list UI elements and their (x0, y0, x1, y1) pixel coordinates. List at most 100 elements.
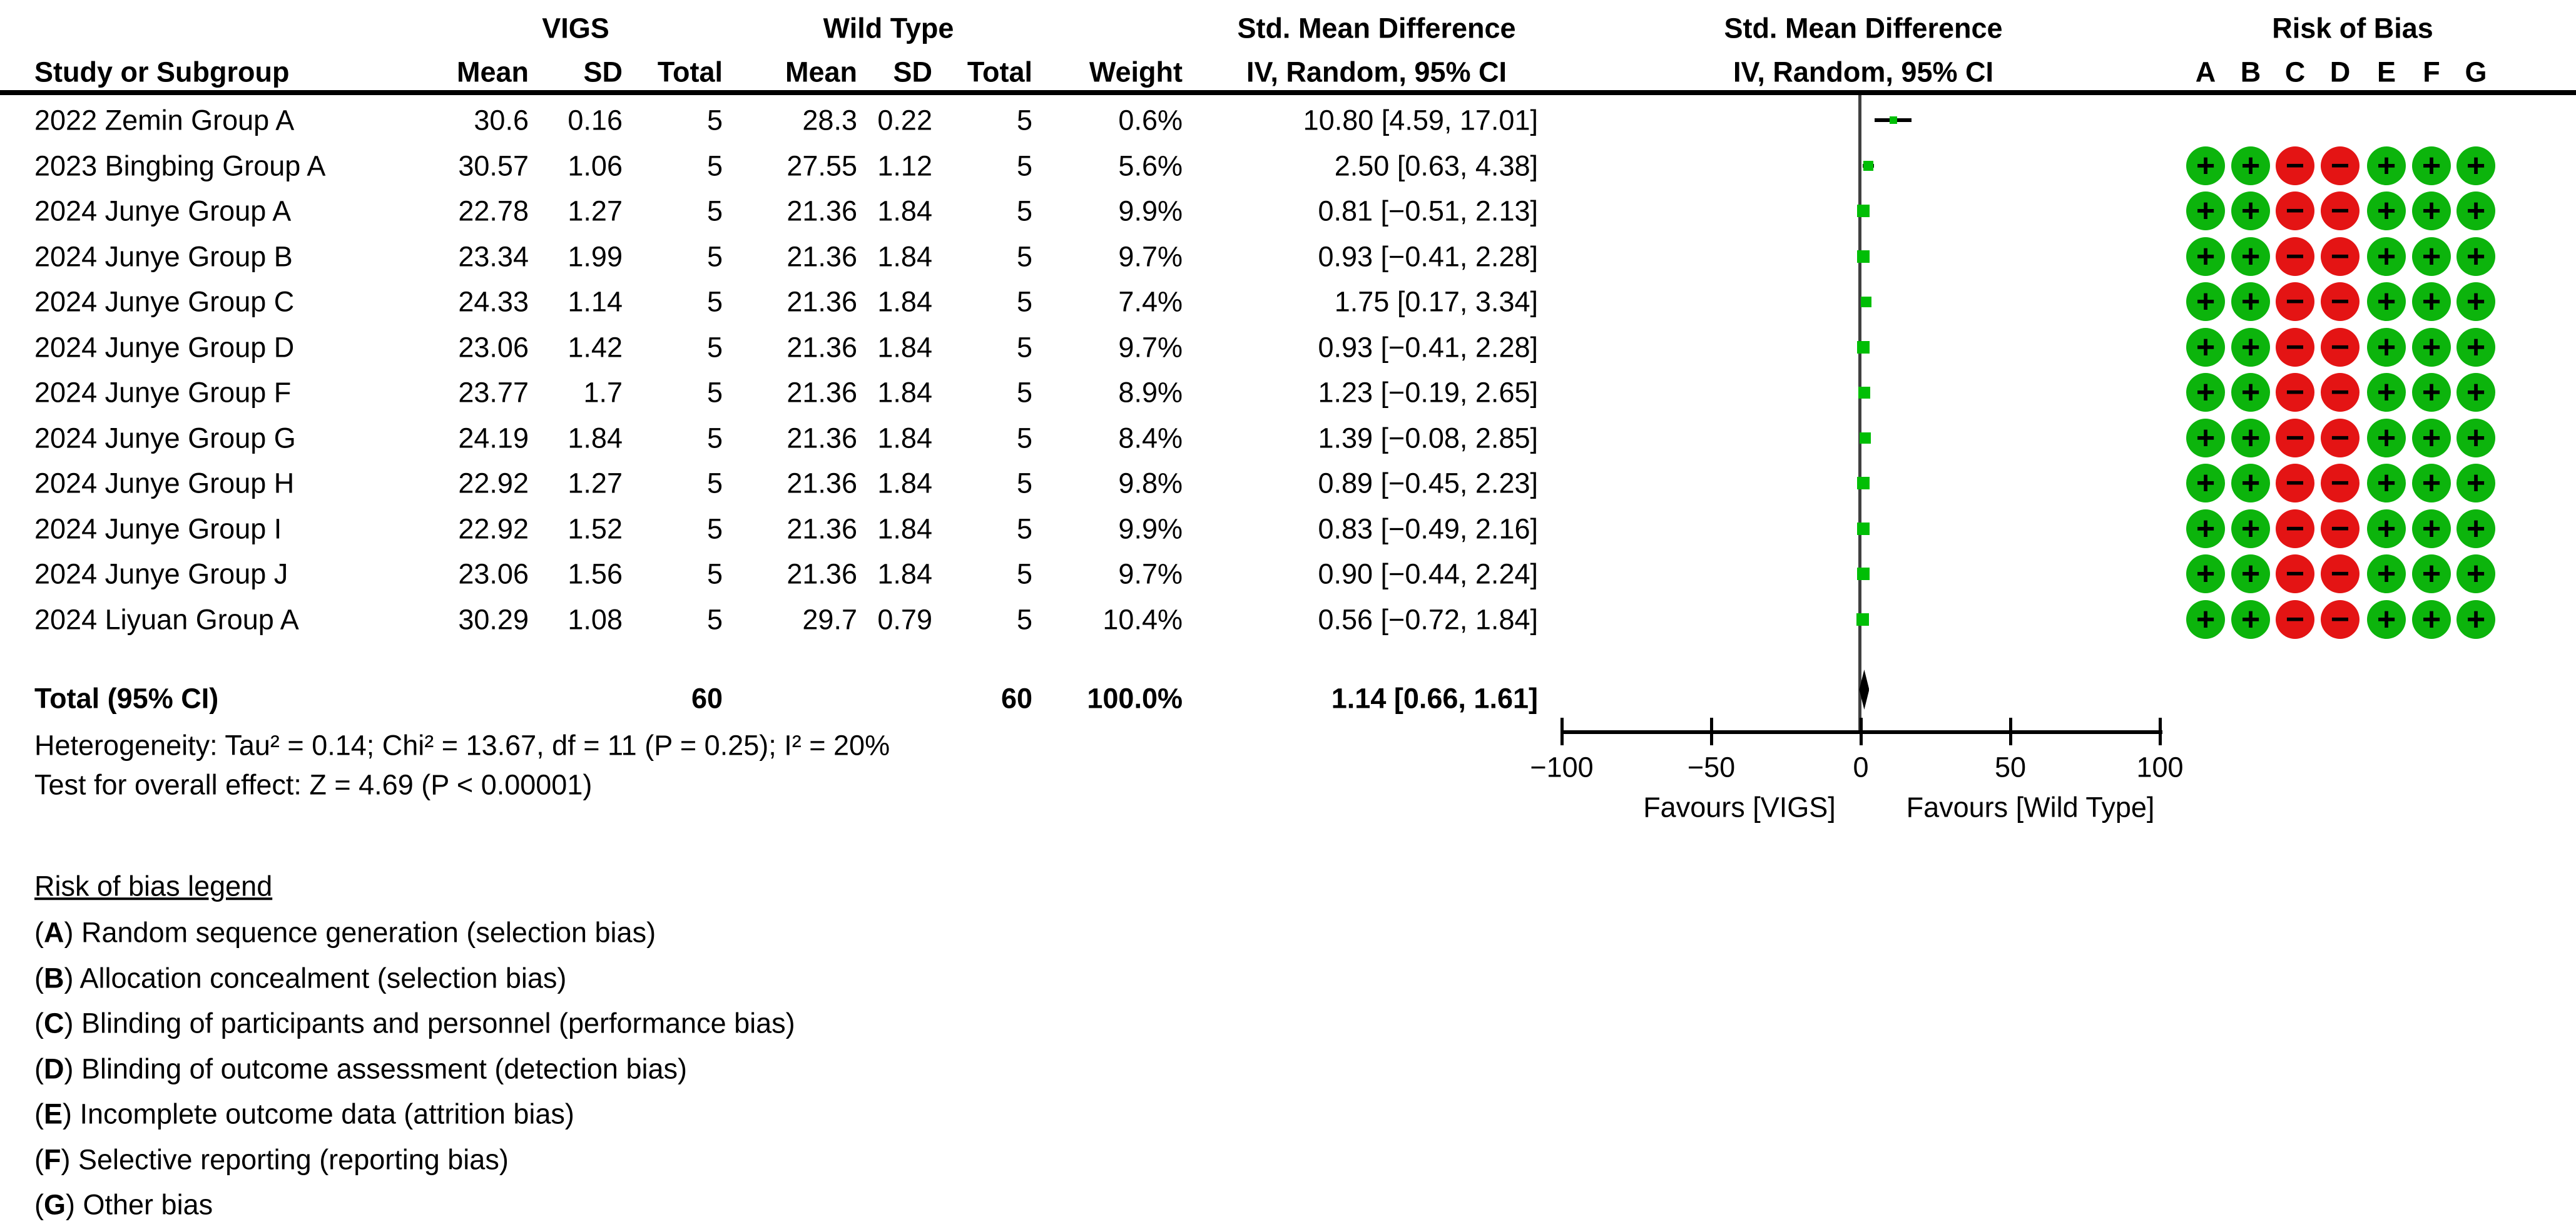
vigs-mean-value: 30.6 (474, 104, 529, 136)
vigs-total-value: 5 (706, 558, 723, 590)
wild-mean-value: 21.36 (787, 195, 857, 227)
rob-dot-low-risk: + (2412, 191, 2451, 230)
rob-letter-c: C (2284, 56, 2306, 88)
wild-total-value: 5 (1016, 512, 1032, 544)
vigs-mean-value: 24.19 (458, 421, 529, 454)
wild-total-value: 5 (1016, 603, 1032, 635)
rob-dot-low-risk: + (2231, 509, 2270, 548)
weight-value: 9.9% (1118, 195, 1183, 227)
wild-mean-value: 21.36 (787, 285, 857, 318)
rob-legend-item: (E) Incomplete outcome data (attrition b… (34, 1098, 574, 1130)
vigs-mean-header: Mean (456, 56, 529, 88)
rob-letter-e: E (2376, 56, 2396, 88)
wild-sd-value: 1.84 (877, 467, 932, 499)
study-name: 2022 Zemin Group A (34, 104, 295, 136)
smd-square-marker (1857, 477, 1870, 489)
smd-ci-text: 0.89 [−0.45, 2.23] (1318, 467, 1538, 499)
study-name: 2024 Junye Group F (34, 376, 292, 409)
rob-legend-letter: B (44, 961, 64, 994)
rob-dot-low-risk: + (2186, 282, 2225, 321)
wild-sd-value: 1.84 (877, 330, 932, 363)
wildtype-group-header: Wild Type (823, 12, 954, 44)
rob-legend-letter: F (44, 1143, 61, 1175)
rob-legend-item: (F) Selective reporting (reporting bias) (34, 1143, 509, 1175)
vigs-sd-value: 1.56 (568, 558, 623, 590)
rob-dot-low-risk: + (2231, 599, 2270, 639)
wild-mean-value: 28.3 (802, 104, 857, 136)
wild-mean-value: 21.36 (787, 240, 857, 272)
wild-sd-value: 1.84 (877, 558, 932, 590)
vigs-total-value: 5 (706, 376, 723, 409)
smd-ci-text: 1.75 [0.17, 3.34] (1334, 285, 1538, 318)
smd-ci-text: 1.39 [−0.08, 2.85] (1318, 421, 1538, 454)
rob-letter-f: F (2423, 56, 2440, 88)
axis-tick (1709, 718, 1713, 745)
heterogeneity-text: Heterogeneity: Tau² = 0.14; Chi² = 13.67… (34, 729, 890, 762)
wild-mean-value: 21.36 (787, 421, 857, 454)
rob-dot-low-risk: + (2412, 554, 2451, 593)
vigs-mean-value: 22.78 (458, 195, 529, 227)
smd-ci-text: 0.81 [−0.51, 2.13] (1318, 195, 1538, 227)
rob-letter-b: B (2240, 56, 2261, 88)
wild-sd-value: 0.79 (877, 603, 932, 635)
smd-square-marker (1863, 160, 1873, 171)
rob-dot-high-risk: − (2276, 146, 2314, 185)
rob-dot-low-risk: + (2231, 327, 2270, 367)
wild-sd-value: 1.84 (877, 512, 932, 544)
wild-sd-value: 1.84 (877, 285, 932, 318)
rob-legend-letter: D (44, 1052, 64, 1084)
rob-dot-high-risk: − (2276, 554, 2314, 593)
vigs-mean-value: 23.77 (458, 376, 529, 409)
overall-effect-text: Test for overall effect: Z = 4.69 (P < 0… (34, 768, 593, 801)
wild-total-value: 5 (1016, 240, 1032, 272)
rob-dot-high-risk: − (2321, 509, 2360, 548)
rob-dot-low-risk: + (2186, 237, 2225, 276)
rob-dot-low-risk: + (2456, 418, 2495, 457)
rob-dot-low-risk: + (2367, 373, 2406, 412)
weight-value: 10.4% (1102, 603, 1183, 635)
rob-dot-high-risk: − (2321, 599, 2360, 639)
wild-mean-value: 27.55 (787, 149, 857, 181)
vigs-total-value: 5 (706, 240, 723, 272)
smd-square-marker (1857, 250, 1870, 263)
wild-total-header: Total (967, 56, 1032, 88)
vigs-sd-value: 1.42 (568, 330, 623, 363)
vigs-total-value: 5 (706, 512, 723, 544)
wild-mean-value: 29.7 (802, 603, 857, 635)
rob-dot-low-risk: + (2367, 237, 2406, 276)
wild-total-value: 5 (1016, 149, 1032, 181)
vigs-mean-value: 23.06 (458, 330, 529, 363)
study-name: 2024 Junye Group H (34, 467, 295, 499)
rob-dot-low-risk: + (2412, 464, 2451, 502)
axis-tick-label: 50 (1994, 751, 2027, 783)
rob-dot-low-risk: + (2186, 509, 2225, 548)
rob-dot-low-risk: + (2231, 282, 2270, 321)
rob-legend-letter: E (44, 1098, 63, 1130)
vigs-sd-value: 1.08 (568, 603, 623, 635)
total-vigs-n: 60 (691, 682, 723, 715)
rob-dot-low-risk: + (2456, 327, 2495, 367)
rob-letter-g: G (2465, 56, 2487, 88)
total-ci-text: 1.14 [0.66, 1.61] (1331, 682, 1538, 715)
vigs-total-value: 5 (706, 603, 723, 635)
study-name: 2024 Junye Group I (34, 512, 282, 544)
vigs-total-value: 5 (706, 467, 723, 499)
rob-dot-low-risk: + (2412, 599, 2451, 639)
smd-column-header-line1: Std. Mean Difference (1237, 12, 1516, 44)
rob-dot-low-risk: + (2412, 373, 2451, 412)
vigs-sd-value: 0.16 (568, 104, 623, 136)
favours-right-label: Favours [Wild Type] (1906, 791, 2155, 824)
axis-tick (1560, 718, 1564, 745)
rob-dot-low-risk: + (2412, 327, 2451, 367)
rob-dot-high-risk: − (2276, 418, 2314, 457)
rob-dot-low-risk: + (2456, 191, 2495, 230)
rob-dot-low-risk: + (2231, 554, 2270, 593)
axis-tick-label: −50 (1687, 751, 1736, 783)
smd-square-marker (1857, 340, 1870, 354)
vigs-total-value: 5 (706, 285, 723, 318)
header-rule (0, 90, 2576, 95)
rob-dot-low-risk: + (2412, 146, 2451, 185)
zero-line (1858, 95, 1861, 731)
rob-legend-item: (B) Allocation concealment (selection bi… (34, 961, 567, 994)
rob-dot-high-risk: − (2276, 327, 2314, 367)
